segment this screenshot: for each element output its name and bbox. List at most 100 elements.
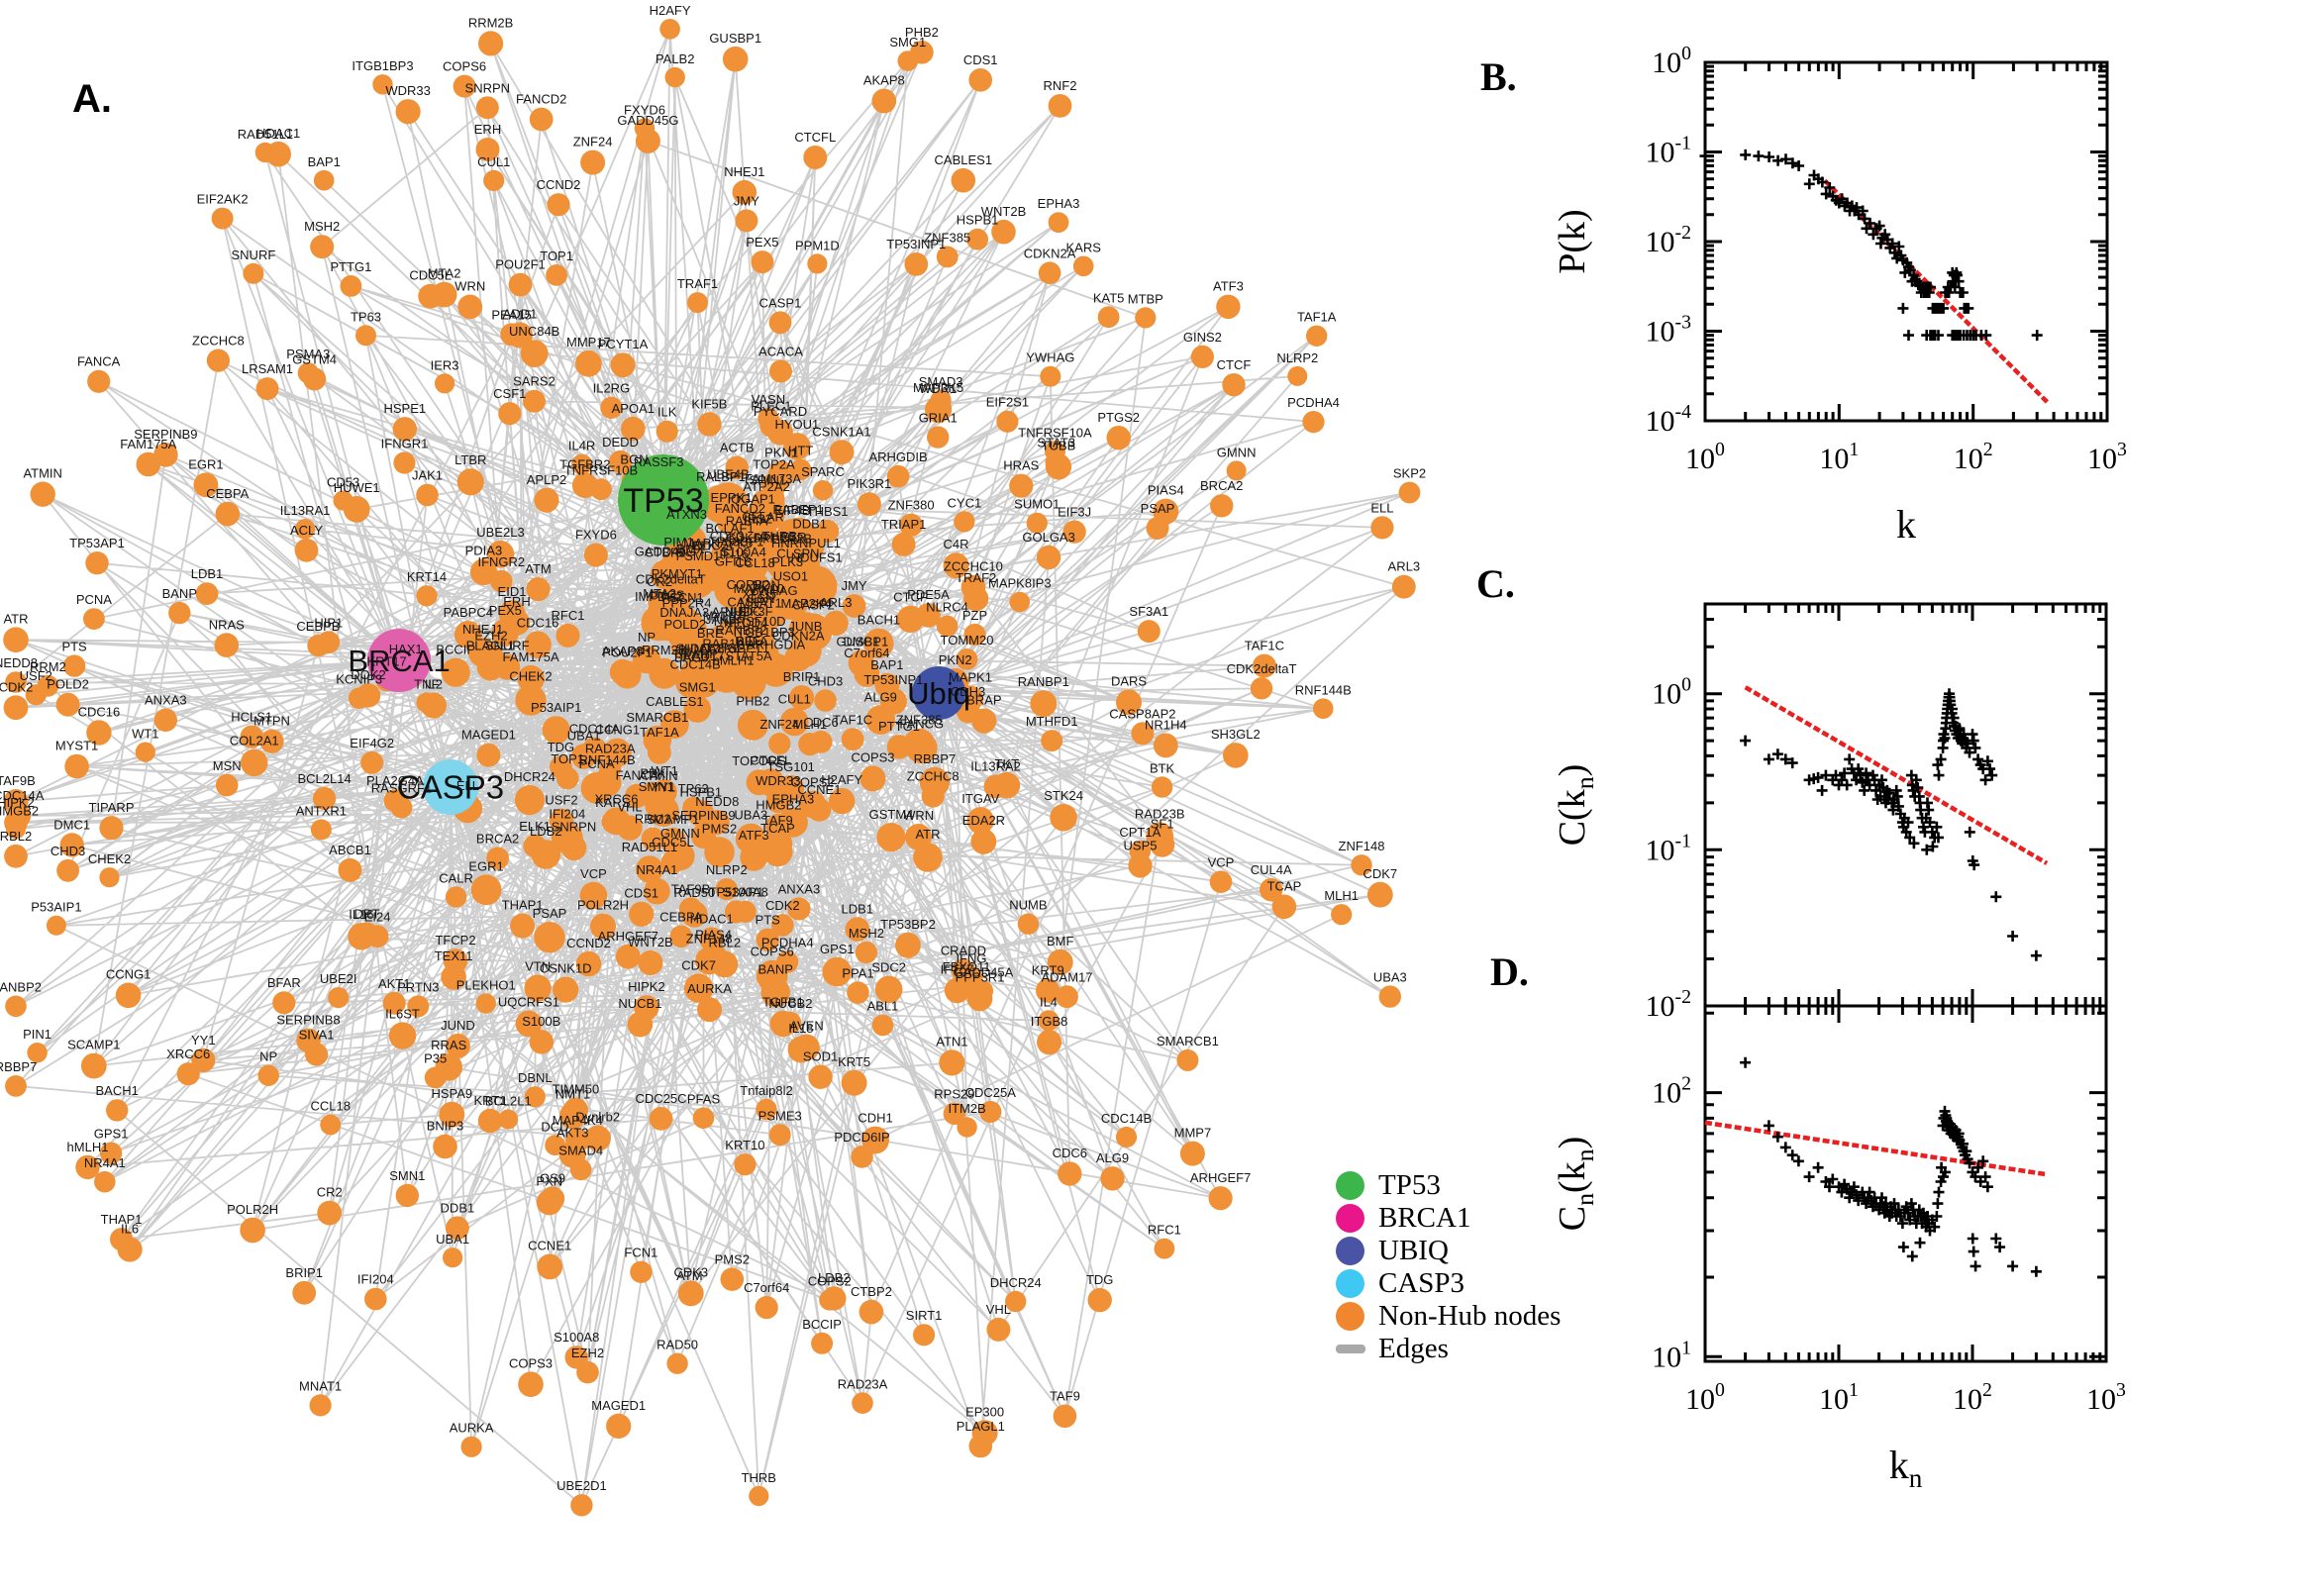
non-hub-node[interactable]	[913, 1324, 936, 1347]
non-hub-node[interactable]	[193, 472, 219, 498]
non-hub-node[interactable]	[1154, 1238, 1175, 1259]
non-hub-node[interactable]	[861, 1126, 889, 1154]
non-hub-node[interactable]	[168, 601, 191, 625]
non-hub-node[interactable]	[857, 492, 881, 517]
non-hub-node[interactable]	[814, 689, 837, 712]
non-hub-node[interactable]	[584, 1125, 611, 1151]
non-hub-node[interactable]	[433, 1134, 457, 1159]
non-hub-node[interactable]	[1179, 1141, 1205, 1166]
non-hub-node[interactable]	[1351, 854, 1372, 876]
non-hub-node[interactable]	[715, 878, 738, 901]
non-hub-node[interactable]	[1048, 94, 1072, 118]
non-hub-node[interactable]	[475, 993, 496, 1014]
non-hub-node[interactable]	[916, 603, 941, 628]
non-hub-node[interactable]	[966, 985, 993, 1012]
non-hub-node[interactable]	[783, 433, 811, 460]
non-hub-node[interactable]	[682, 796, 705, 820]
non-hub-node[interactable]	[1222, 373, 1246, 397]
non-hub-node[interactable]	[576, 1360, 599, 1384]
non-hub-node[interactable]	[758, 652, 793, 687]
non-hub-node[interactable]	[891, 532, 916, 556]
non-hub-node[interactable]	[692, 1107, 715, 1129]
non-hub-node[interactable]	[1087, 1287, 1112, 1313]
non-hub-node[interactable]	[460, 1436, 482, 1457]
non-hub-node[interactable]	[777, 775, 805, 802]
non-hub-node[interactable]	[313, 786, 337, 811]
non-hub-node[interactable]	[939, 1049, 965, 1076]
non-hub-node[interactable]	[1176, 1048, 1199, 1071]
non-hub-node[interactable]	[610, 352, 636, 378]
non-hub-node[interactable]	[5, 1075, 27, 1097]
non-hub-node[interactable]	[195, 582, 219, 605]
non-hub-node[interactable]	[603, 738, 632, 767]
non-hub-node[interactable]	[441, 964, 466, 990]
non-hub-node[interactable]	[99, 816, 124, 841]
non-hub-node[interactable]	[454, 621, 482, 648]
non-hub-node[interactable]	[498, 600, 526, 628]
non-hub-node[interactable]	[393, 451, 416, 474]
non-hub-node[interactable]	[1209, 870, 1233, 893]
non-hub-node[interactable]	[365, 925, 389, 948]
non-hub-node[interactable]	[731, 649, 762, 680]
non-hub-node[interactable]	[968, 1434, 993, 1458]
hub-node-brca1[interactable]	[367, 629, 431, 692]
non-hub-node[interactable]	[475, 138, 500, 161]
non-hub-node[interactable]	[420, 692, 447, 719]
non-hub-node[interactable]	[697, 997, 722, 1023]
non-hub-node[interactable]	[526, 577, 551, 602]
non-hub-node[interactable]	[241, 748, 268, 777]
non-hub-node[interactable]	[508, 272, 533, 297]
non-hub-node[interactable]	[110, 1228, 134, 1251]
non-hub-node[interactable]	[1036, 978, 1060, 1003]
non-hub-node[interactable]	[848, 649, 875, 677]
non-hub-node[interactable]	[648, 741, 671, 764]
non-hub-node[interactable]	[640, 781, 666, 808]
non-hub-node[interactable]	[390, 796, 413, 819]
non-hub-node[interactable]	[649, 1107, 673, 1131]
non-hub-node[interactable]	[547, 193, 570, 217]
non-hub-node[interactable]	[1038, 1010, 1060, 1032]
non-hub-node[interactable]	[348, 687, 370, 709]
non-hub-node[interactable]	[94, 1170, 116, 1193]
non-hub-node[interactable]	[317, 1200, 343, 1226]
non-hub-node[interactable]	[135, 742, 155, 762]
non-hub-node[interactable]	[478, 644, 504, 669]
non-hub-node[interactable]	[46, 915, 66, 936]
network-hub-nodes[interactable]: TP53 BRCA1 CASP3 Ubiq	[348, 454, 970, 815]
non-hub-node[interactable]	[847, 981, 869, 1004]
non-hub-node[interactable]	[702, 627, 739, 664]
non-hub-node[interactable]	[62, 654, 86, 677]
non-hub-node[interactable]	[762, 837, 793, 867]
non-hub-node[interactable]	[621, 416, 646, 442]
non-hub-node[interactable]	[254, 142, 276, 163]
non-hub-node[interactable]	[534, 922, 565, 953]
non-hub-node[interactable]	[243, 262, 264, 284]
non-hub-node[interactable]	[477, 1108, 503, 1134]
non-hub-node[interactable]	[758, 407, 779, 429]
non-hub-node[interactable]	[590, 913, 616, 940]
non-hub-node[interactable]	[523, 834, 547, 858]
non-hub-node[interactable]	[767, 570, 807, 610]
non-hub-node[interactable]	[3, 627, 29, 652]
non-hub-node[interactable]	[638, 949, 663, 976]
non-hub-node[interactable]	[787, 897, 811, 921]
non-hub-node[interactable]	[520, 340, 549, 367]
non-hub-node[interactable]	[558, 1141, 586, 1168]
non-hub-node[interactable]	[37, 674, 59, 697]
non-hub-node[interactable]	[1072, 255, 1094, 277]
non-hub-node[interactable]	[524, 631, 552, 658]
non-hub-node[interactable]	[845, 917, 870, 942]
non-hub-node[interactable]	[524, 1086, 546, 1108]
non-hub-node[interactable]	[808, 1064, 833, 1089]
non-hub-node[interactable]	[272, 991, 296, 1015]
non-hub-node[interactable]	[683, 973, 714, 1003]
non-hub-node[interactable]	[1190, 345, 1214, 368]
non-hub-node[interactable]	[957, 1117, 977, 1138]
non-hub-node[interactable]	[6, 819, 26, 840]
non-hub-node[interactable]	[927, 426, 950, 449]
hub-node-tp53[interactable]	[618, 454, 709, 546]
non-hub-node[interactable]	[954, 511, 975, 533]
non-hub-node[interactable]	[630, 1260, 653, 1284]
non-hub-node[interactable]	[664, 66, 685, 88]
non-hub-node[interactable]	[294, 519, 316, 540]
